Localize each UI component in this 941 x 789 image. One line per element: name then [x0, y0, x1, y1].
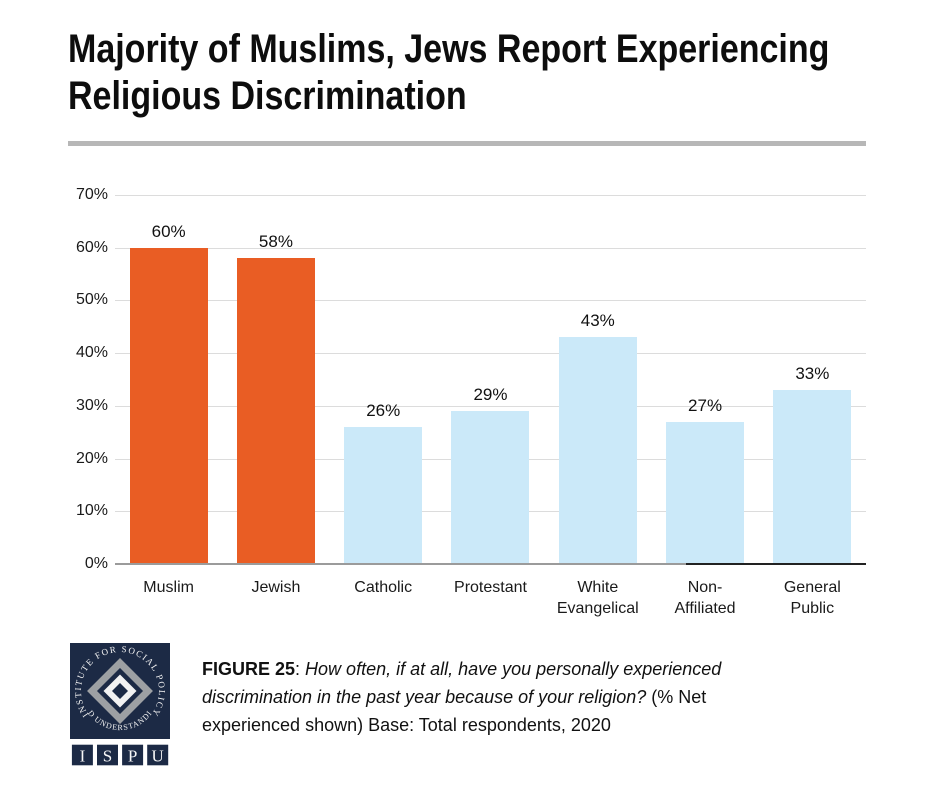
- figure-caption: FIGURE 25: How often, if at all, have yo…: [202, 655, 802, 739]
- ispu-logo: INSTITUTE FOR SOCIAL POLICY AND UNDERSTA…: [70, 643, 170, 767]
- gridline: [115, 300, 866, 302]
- x-label-jewish: Jewish: [222, 577, 329, 619]
- bar-protestant: [451, 411, 530, 564]
- figure-label: FIGURE 25: [202, 659, 296, 679]
- figure-base-note: (% Net experienced shown) Base: Total re…: [202, 687, 707, 735]
- gridline: [115, 405, 866, 407]
- chart-column-protestant: 29%: [437, 195, 544, 564]
- bar-white-evangelical: [558, 337, 637, 564]
- bar-value-label: 58%: [258, 232, 293, 252]
- bar-value-label: 60%: [151, 221, 186, 241]
- x-label-catholic: Catholic: [330, 577, 437, 619]
- x-label-text: General Public: [783, 579, 841, 617]
- x-axis: Muslim Jewish Catholic Protestant White …: [115, 577, 866, 619]
- x-label-non-affiliated: Non-Affiliated: [651, 577, 758, 619]
- logo-acronym-boxes: I S P U: [70, 743, 170, 767]
- x-label-text: White Evangelical: [556, 579, 639, 617]
- figure-separator: :: [295, 659, 306, 679]
- x-label-protestant: Protestant: [437, 577, 544, 619]
- bar-jewish: [236, 258, 315, 564]
- footer: INSTITUTE FOR SOCIAL POLICY AND UNDERSTA…: [70, 643, 802, 767]
- chart-column-catholic: 26%: [330, 195, 437, 564]
- x-label-muslim: Muslim: [115, 577, 222, 619]
- y-tick-70: 70%: [75, 186, 108, 203]
- x-label-text: Catholic: [354, 579, 413, 596]
- x-axis-line: [115, 563, 866, 565]
- logo-letter-u: U: [152, 747, 164, 766]
- bar-chart: 70% 60% 50% 40% 30% 20% 10% 0% 60%: [68, 186, 866, 619]
- logo-diamond-center: [112, 683, 128, 699]
- gridline: [115, 353, 866, 355]
- page-title: Majority of Muslims, Jews Report Experie…: [68, 26, 830, 120]
- y-axis: 70% 60% 50% 40% 30% 20% 10% 0%: [68, 186, 108, 572]
- y-tick-20: 20%: [75, 449, 108, 467]
- chart-column-jewish: 58%: [222, 195, 329, 564]
- x-label-text: Protestant: [454, 579, 527, 596]
- plot-area: 60% 58% 26% 29% 43%: [115, 195, 866, 565]
- x-label-general-public: General Public: [759, 577, 866, 619]
- bar-value-label: 43%: [580, 311, 615, 331]
- y-tick-40: 40%: [75, 344, 108, 362]
- bar-value-label: 33%: [795, 364, 830, 384]
- bar-value-label: 26%: [366, 400, 401, 420]
- bars-row: 60% 58% 26% 29% 43%: [115, 195, 866, 564]
- y-tick-50: 50%: [75, 291, 108, 309]
- bar-value-label: 29%: [473, 385, 508, 405]
- page-title-line1: Majority of Muslims, Jews Report Experie…: [68, 27, 830, 71]
- bar-muslim: [129, 247, 208, 564]
- bar-value-label: 27%: [688, 395, 723, 415]
- title-divider: [68, 141, 866, 146]
- y-tick-60: 60%: [75, 238, 108, 256]
- chart-column-non-affiliated: 27%: [651, 195, 758, 564]
- x-label-text: Jewish: [251, 579, 301, 596]
- bar-catholic: [344, 426, 423, 564]
- y-tick-10: 10%: [75, 502, 108, 520]
- gridline: [115, 195, 866, 196]
- chart-column-white-evangelical: 43%: [544, 195, 651, 564]
- logo-letter-p: P: [128, 747, 137, 766]
- figure-question: How often, if at all, have you personall…: [202, 659, 722, 707]
- page-title-line2: Religious Discrimination: [68, 74, 467, 118]
- logo-diamond-outer: [87, 658, 153, 724]
- x-label-text: Non-Affiliated: [674, 579, 736, 617]
- chart-column-muslim: 60%: [115, 195, 222, 564]
- y-tick-0: 0%: [84, 555, 108, 572]
- gridline: [115, 247, 866, 249]
- y-tick-30: 30%: [75, 396, 108, 414]
- x-label-text: Muslim: [143, 579, 194, 596]
- x-label-white-evangelical: White Evangelical: [544, 577, 651, 619]
- chart-column-general-public: 33%: [759, 195, 866, 564]
- bar-non-affiliated: [666, 421, 745, 564]
- bar-general-public: [773, 390, 852, 564]
- logo-letter-i: I: [80, 747, 86, 766]
- logo-letter-s: S: [103, 747, 112, 766]
